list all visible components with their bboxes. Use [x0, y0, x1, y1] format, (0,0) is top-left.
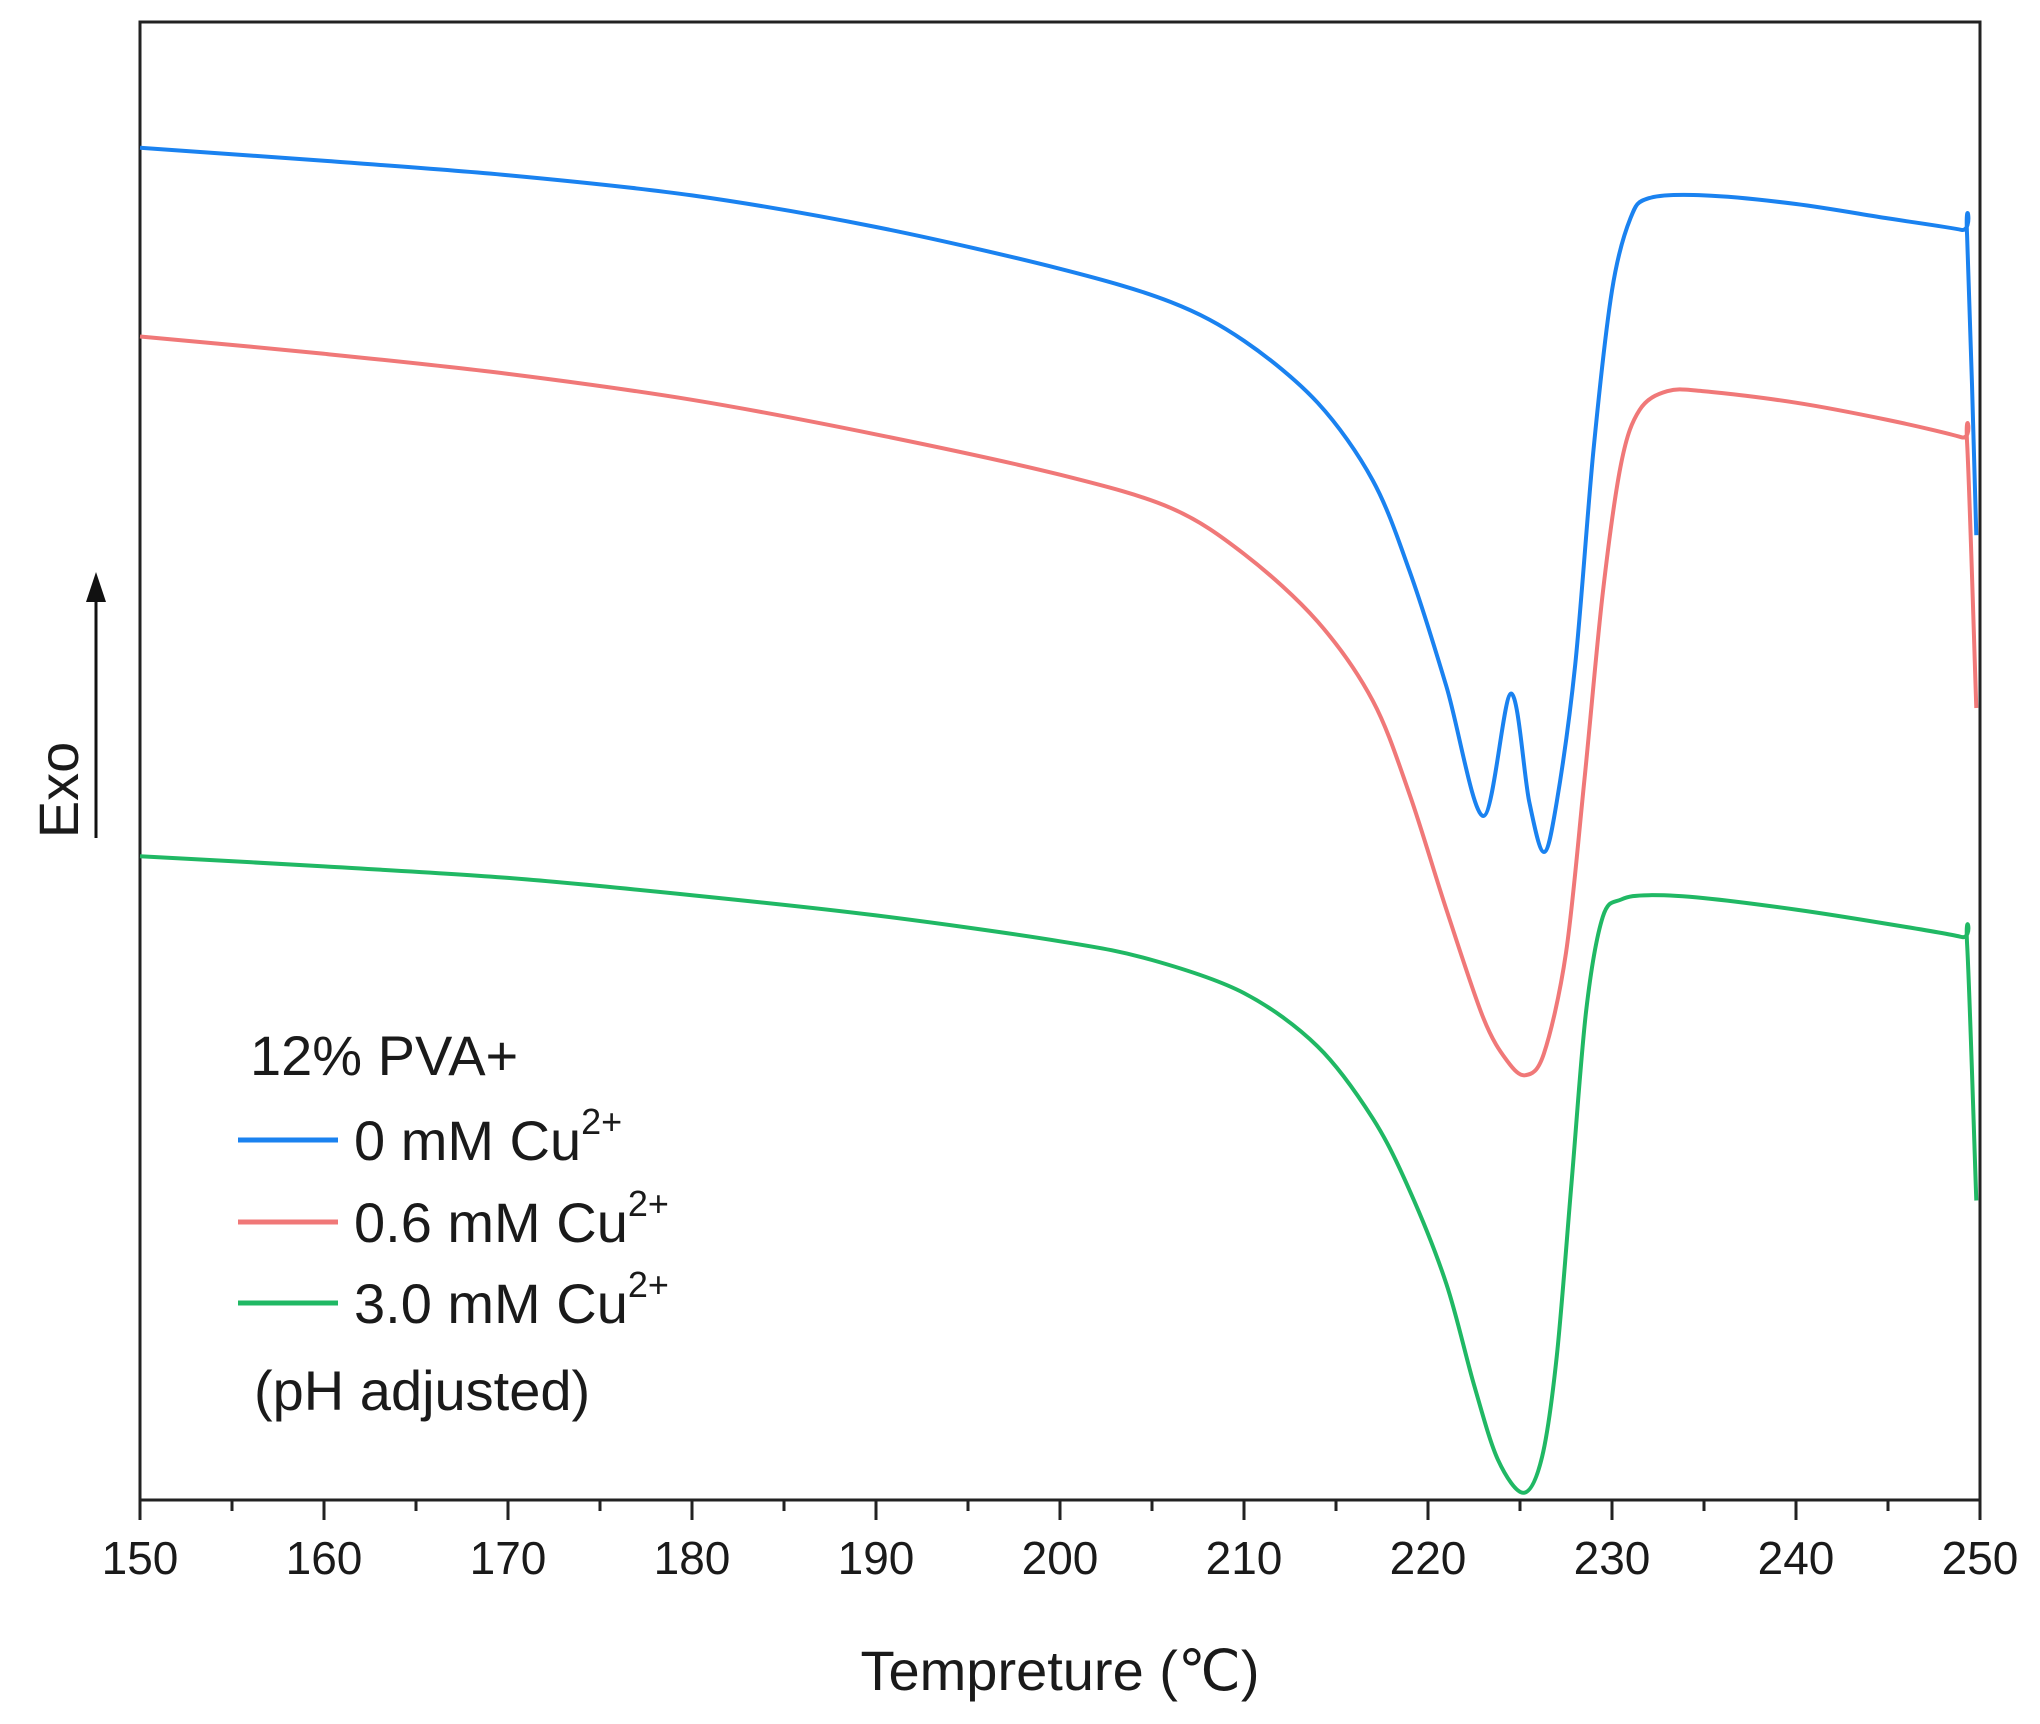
legend-header: 12% PVA+	[250, 1024, 518, 1087]
legend-label-0mM: 0 mM Cu2+	[354, 1101, 622, 1172]
series-line-0.6mM-cu	[139, 334, 1979, 1078]
x-tick-label: 250	[1942, 1532, 2019, 1584]
series-line-0mM-cu	[139, 145, 1979, 854]
x-tick-label: 220	[1390, 1532, 1467, 1584]
legend-footer: (pH adjusted)	[254, 1359, 590, 1422]
y-axis-title: Exo	[27, 742, 90, 839]
x-axis-ticks	[138, 1500, 1982, 1520]
x-tick-label: 200	[1022, 1532, 1099, 1584]
legend-label-0.6mM: 0.6 mM Cu2+	[354, 1183, 669, 1254]
y-axis-exo-indicator: Exo	[27, 572, 106, 838]
x-tick-label: 180	[654, 1532, 731, 1584]
exo-arrow-head-icon	[86, 572, 106, 602]
x-axis-title: Tempreture (℃)	[861, 1639, 1260, 1702]
x-tick-label: 170	[470, 1532, 547, 1584]
legend-label-3.0mM: 3.0 mM Cu2+	[354, 1264, 669, 1335]
x-tick-label: 210	[1206, 1532, 1283, 1584]
x-axis-tick-labels: 150 160 170 180 190 200 210 220 230 240 250	[102, 1532, 2019, 1584]
x-tick-label: 150	[102, 1532, 179, 1584]
series-line-3.0mM-cu	[139, 854, 1979, 1495]
x-tick-label: 190	[838, 1532, 915, 1584]
x-tick-label: 230	[1574, 1532, 1651, 1584]
series-lines	[139, 145, 1979, 1495]
x-tick-label: 160	[286, 1532, 363, 1584]
legend: 12% PVA+ 0 mM Cu2+ 0.6 mM Cu2+ 3.0 mM Cu…	[238, 1024, 669, 1422]
x-tick-label: 240	[1758, 1532, 1835, 1584]
